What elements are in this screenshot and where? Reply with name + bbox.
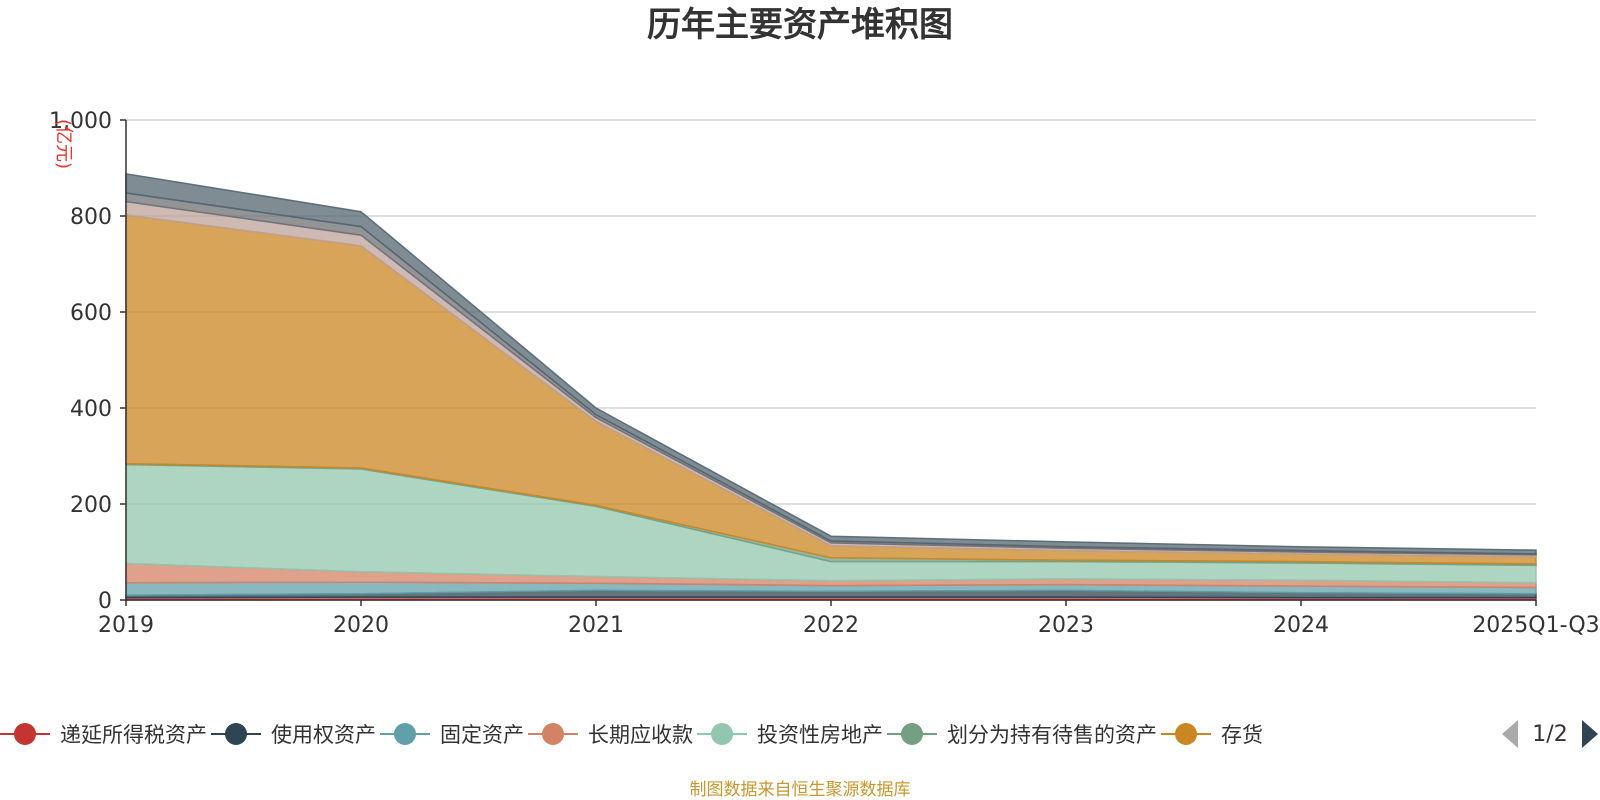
unit-label: (亿元) (53, 119, 74, 169)
area-series-9 (125, 172, 1537, 555)
legend-item-6[interactable]: 存货 (1161, 723, 1263, 747)
legend-next-icon[interactable] (1582, 720, 1598, 748)
legend-item-4[interactable]: 投资性房地产 (697, 723, 883, 747)
legend-pager: 1/2 (1502, 720, 1598, 748)
legend-label: 长期应收款 (588, 723, 693, 747)
x-tick-label: 2020 (333, 613, 389, 638)
legend-item-0[interactable]: 递延所得税资产 (0, 723, 207, 747)
x-tick-label: 2019 (98, 613, 154, 638)
legend-marker-icon (14, 723, 36, 745)
legend-prev-icon[interactable] (1502, 720, 1518, 748)
x-tick-label: 2025Q1-Q3 (1472, 613, 1599, 638)
legend-label: 存货 (1221, 723, 1263, 747)
legend-marker-icon (711, 723, 733, 745)
legend-label: 递延所得税资产 (60, 723, 207, 747)
y-tick-label: 200 (70, 493, 112, 518)
x-tick-label: 2023 (1038, 613, 1094, 638)
legend-item-2[interactable]: 固定资产 (380, 723, 524, 747)
area-series (125, 172, 1537, 601)
legend-page-indicator: 1/2 (1532, 722, 1567, 747)
area-series-4 (125, 463, 1537, 584)
legend-marker-icon (225, 723, 247, 745)
legend-label: 固定资产 (440, 723, 524, 747)
legend: 递延所得税资产 使用权资产 固定资产 长期应收款 投资性房地产 划分为持有待售的资产 存货 (0, 723, 1263, 747)
legend-marker-icon (901, 723, 923, 745)
x-tick-label: 2021 (568, 613, 624, 638)
y-tick-label: 600 (70, 301, 112, 326)
legend-marker-icon (542, 723, 564, 745)
y-tick-label: 1,000 (49, 109, 112, 134)
y-tick-label: 0 (98, 589, 112, 614)
legend-item-1[interactable]: 使用权资产 (211, 723, 376, 747)
legend-label: 划分为持有待售的资产 (947, 723, 1157, 747)
y-tick-label: 400 (70, 397, 112, 422)
legend-marker-icon (1175, 723, 1197, 745)
y-tick-label: 800 (70, 205, 112, 230)
legend-item-3[interactable]: 长期应收款 (528, 723, 693, 747)
legend-label: 投资性房地产 (757, 723, 883, 747)
x-tick-label: 2024 (1273, 613, 1329, 638)
legend-item-5[interactable]: 划分为持有待售的资产 (887, 723, 1157, 747)
x-tick-labels: 2019 2020 2021 2022 2023 2024 2025Q1-Q3 (98, 600, 1600, 638)
x-tick-label: 2022 (803, 613, 859, 638)
y-tick-labels: 0 200 400 600 800 1,000 (49, 109, 112, 614)
legend-marker-icon (394, 723, 416, 745)
legend-label: 使用权资产 (271, 723, 376, 747)
chart-title: 历年主要资产堆积图 (647, 5, 953, 45)
source-note: 制图数据来自恒生聚源数据库 (690, 780, 911, 800)
